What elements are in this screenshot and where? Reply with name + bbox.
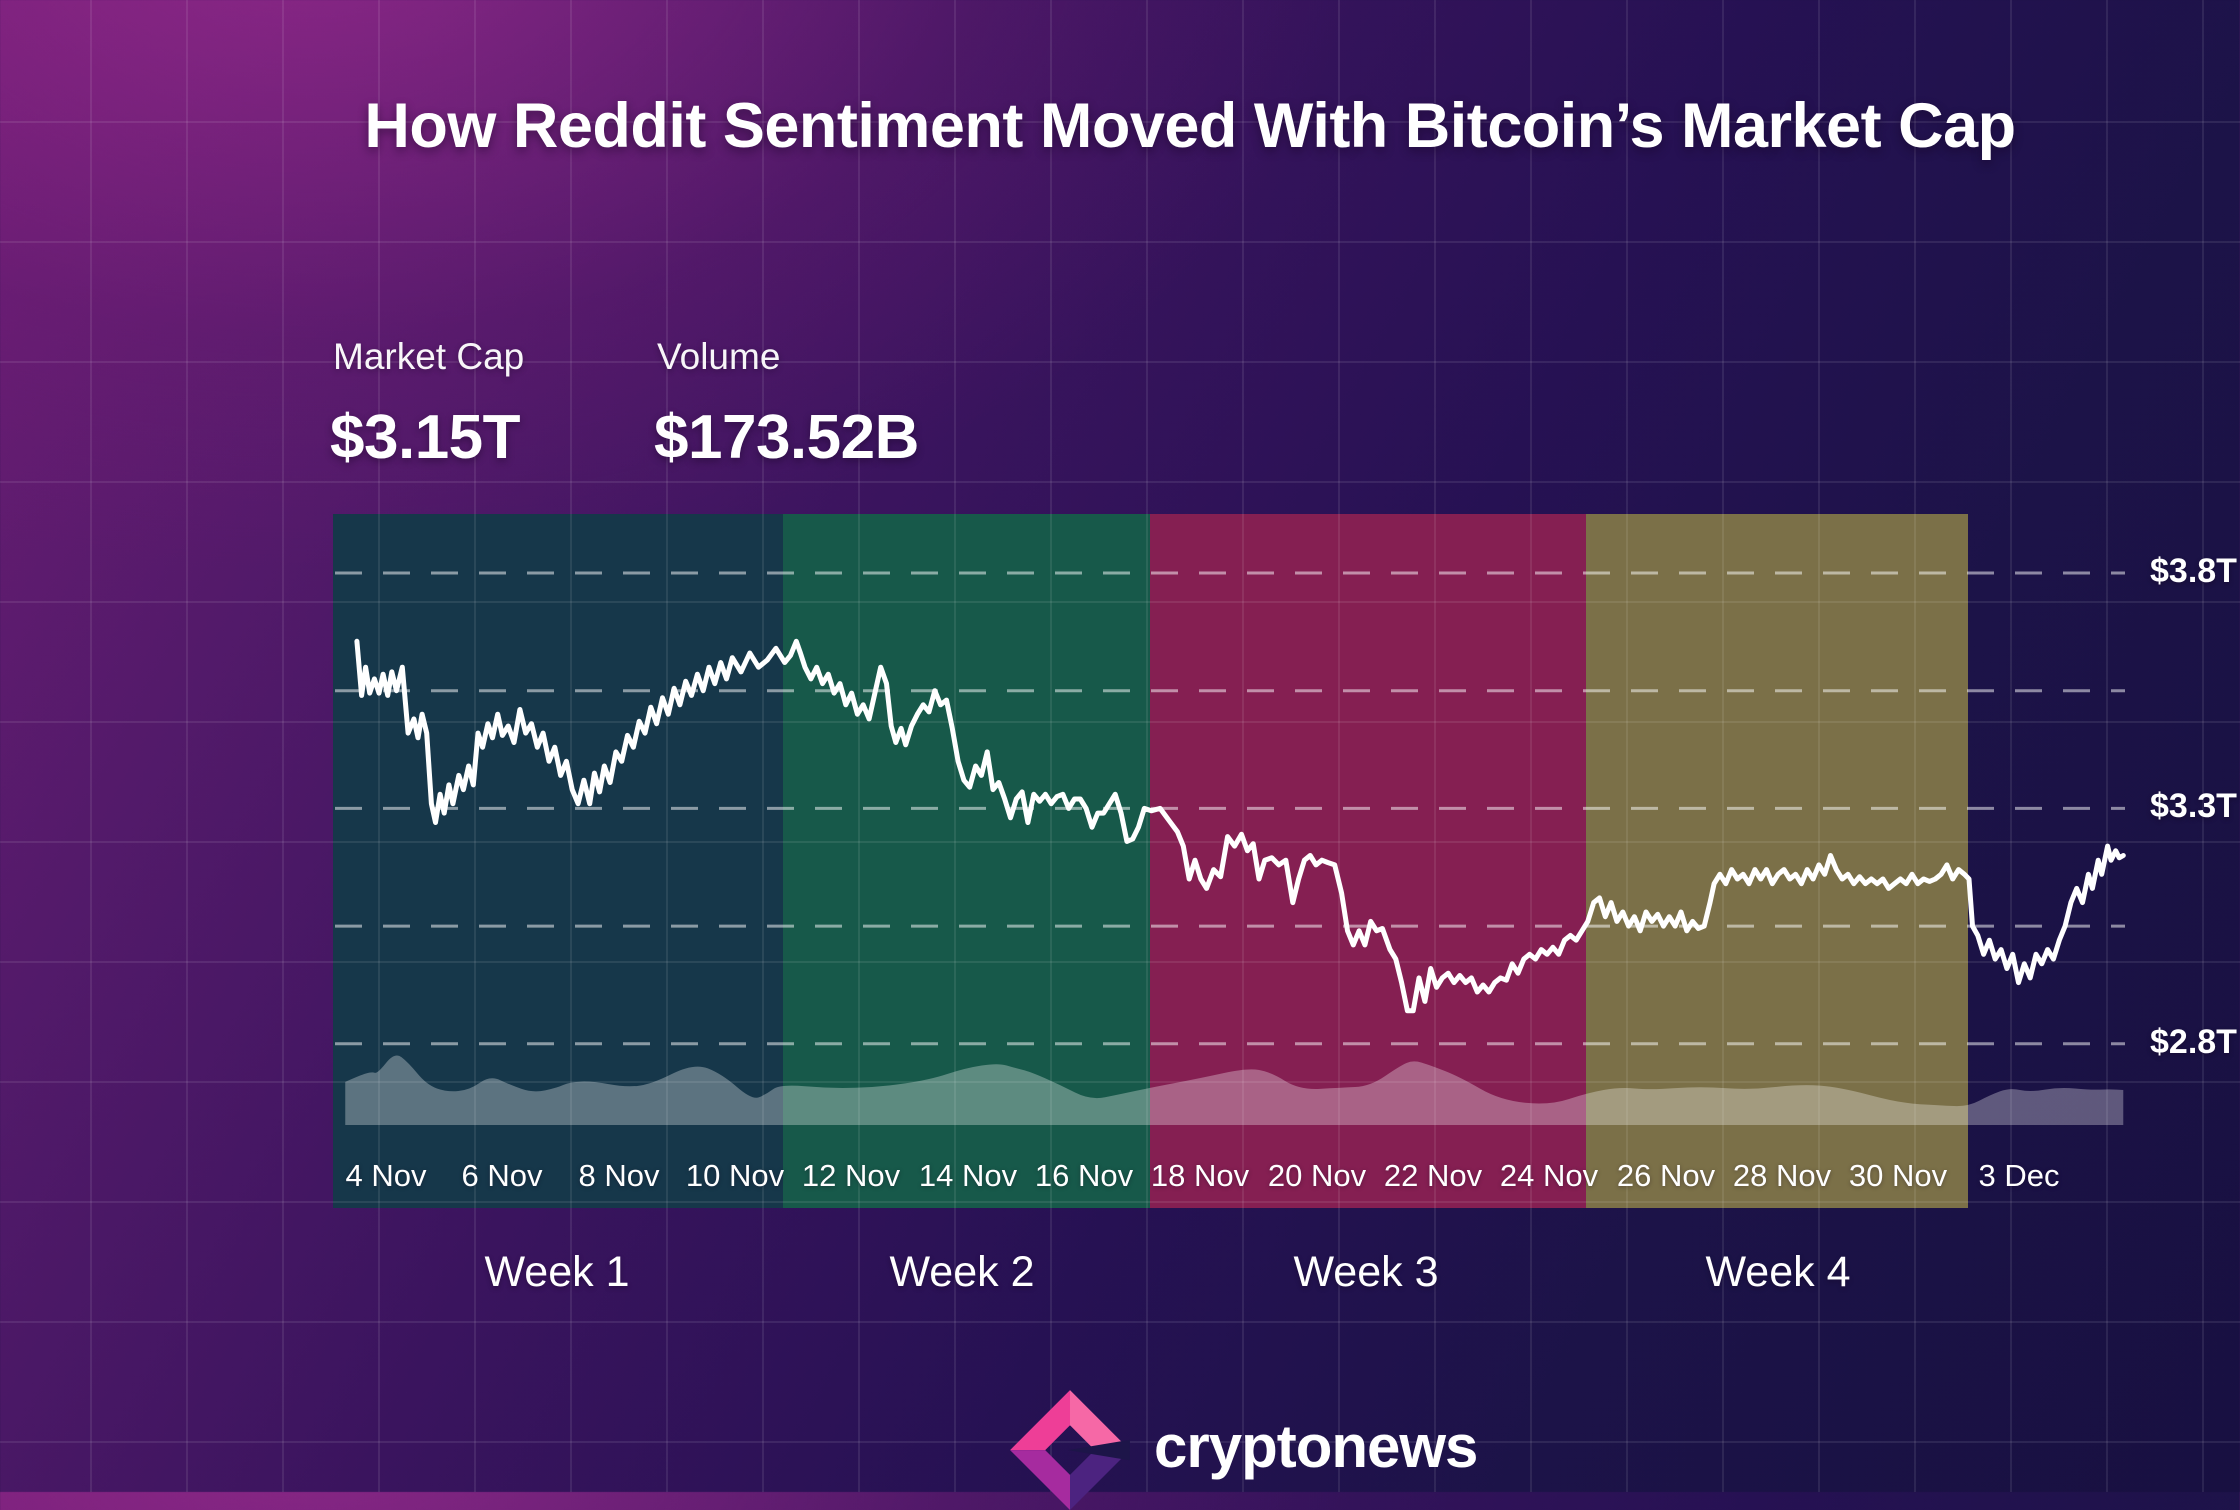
market-cap-stat-label: Market Cap xyxy=(333,336,525,377)
x-axis-date-label: 24 Nov xyxy=(1499,1158,1599,1193)
y-axis-label: $3.8T xyxy=(2150,552,2237,590)
x-axis-date-label: 22 Nov xyxy=(1383,1158,1483,1193)
y-axis-label: $2.8T xyxy=(2150,1022,2237,1061)
x-axis-date-label: 10 Nov xyxy=(685,1158,785,1193)
x-axis-date-label: 28 Nov xyxy=(1732,1158,1832,1193)
x-axis-date-label: 8 Nov xyxy=(578,1158,660,1193)
cryptonews-logo-icon xyxy=(1010,1390,1130,1510)
market-cap-stat-value: $3.15T xyxy=(330,403,521,472)
x-axis-date-label: 3 Dec xyxy=(1978,1158,2060,1193)
x-axis-date-label: 18 Nov xyxy=(1150,1158,1250,1193)
volume-stat-value: $173.52B xyxy=(654,403,919,472)
week-label: Week 4 xyxy=(1705,1248,1851,1296)
page-title: How Reddit Sentiment Moved With Bitcoin’… xyxy=(364,91,2016,161)
x-axis-date-label: 26 Nov xyxy=(1616,1158,1716,1193)
y-axis-label: $3.3T xyxy=(2150,787,2237,826)
x-axis-date-label: 16 Nov xyxy=(1034,1158,1134,1193)
week-band xyxy=(333,514,783,1208)
week-label: Week 2 xyxy=(889,1248,1035,1296)
x-axis-date-label: 6 Nov xyxy=(461,1158,543,1193)
x-axis-date-label: 30 Nov xyxy=(1848,1158,1948,1193)
cryptonews-logo-text: cryptonews xyxy=(1154,1413,1478,1480)
cryptonews-logo: cryptonews xyxy=(1008,1386,1478,1510)
week-label: Week 1 xyxy=(484,1248,630,1296)
x-axis-date-label: 12 Nov xyxy=(801,1158,901,1193)
x-axis-date-label: 20 Nov xyxy=(1267,1158,1367,1193)
market-cap-line xyxy=(354,638,2126,1014)
volume-stat-label: Volume xyxy=(657,336,781,377)
x-axis-date-label: 4 Nov xyxy=(345,1158,427,1193)
week-label: Week 3 xyxy=(1293,1248,1439,1296)
volume-area xyxy=(345,1055,2124,1125)
week-band xyxy=(1586,514,1968,1208)
x-axis-date-label: 14 Nov xyxy=(918,1158,1018,1193)
week-band xyxy=(783,514,1150,1208)
